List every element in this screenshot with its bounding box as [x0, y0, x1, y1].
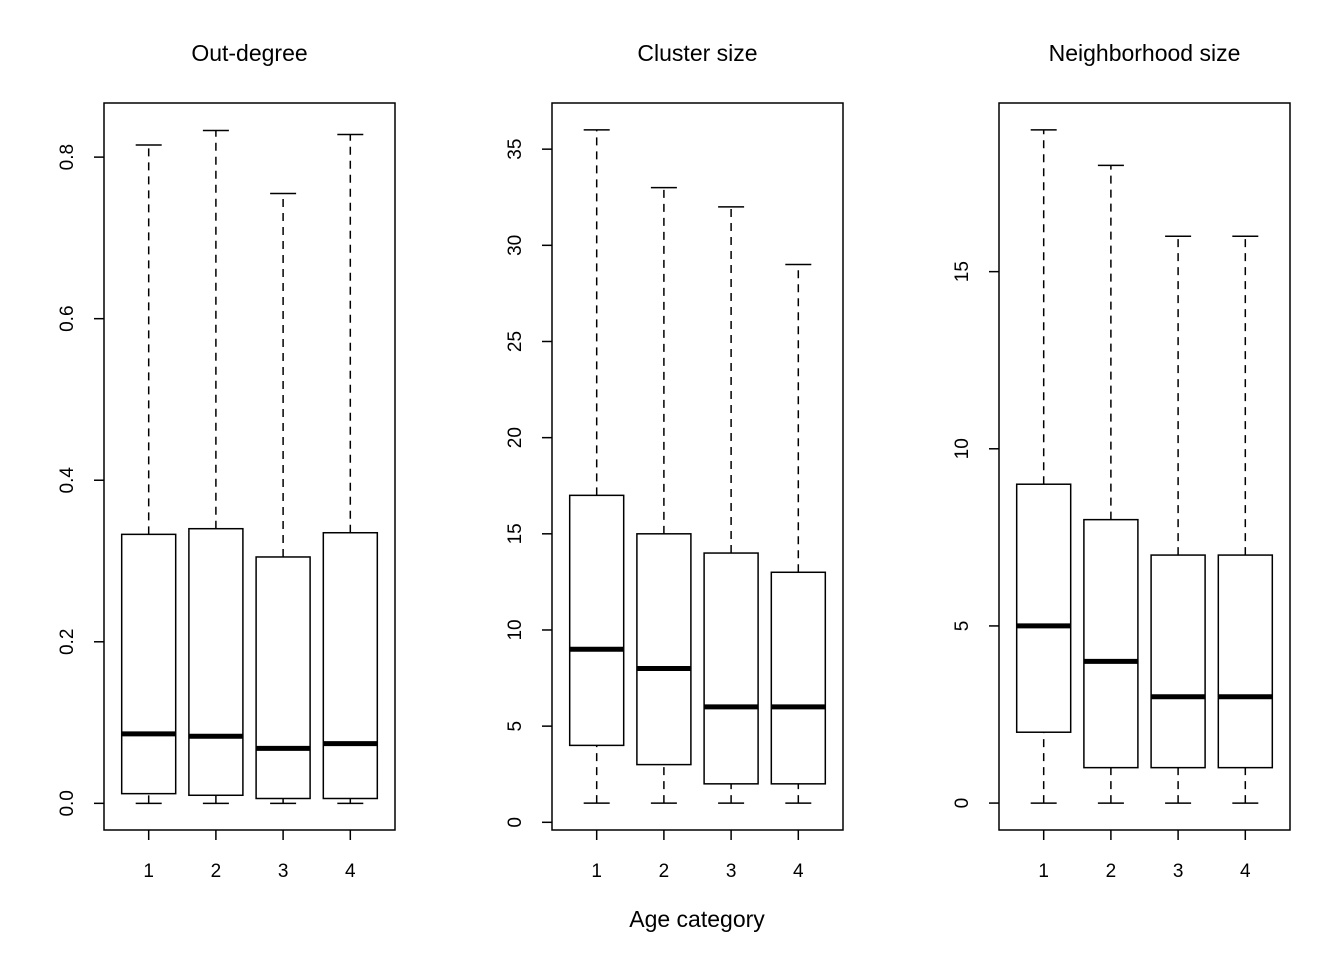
panel-2: Cluster size 0 5 10 15 20 25 30 35 1 2 3 4 [505, 40, 844, 882]
y-tick-label: 5 [505, 721, 526, 732]
y-tick-label: 0.2 [57, 629, 78, 655]
iqr-box [255, 556, 311, 800]
x-tick-label: 3 [1173, 861, 1184, 882]
y-tick-label: 35 [505, 139, 526, 160]
y-tick-label: 20 [505, 427, 526, 448]
box-3 [255, 192, 311, 805]
iqr-box [1150, 554, 1206, 769]
x-tick-label: 1 [591, 861, 602, 882]
y-tick-label: 25 [505, 331, 526, 352]
panel-title: Neighborhood size [1049, 40, 1241, 66]
y-tick-label: 0.8 [57, 144, 78, 170]
box-4 [322, 133, 379, 805]
y-tick-label: 15 [952, 261, 973, 282]
plot-frame [103, 102, 396, 831]
panel-title: Out-degree [191, 40, 307, 66]
iqr-box [1217, 554, 1274, 769]
y-tick-label: 10 [505, 619, 526, 640]
x-tick-label: 4 [793, 861, 804, 882]
y-tick-label: 0 [952, 798, 973, 809]
box-4 [770, 263, 827, 804]
panel-1: Out-degree 0.0 0.2 0.4 0.6 0.8 1 2 3 4 [57, 40, 396, 882]
x-axis-label: Age category [629, 906, 765, 932]
y-tick-label: 30 [505, 235, 526, 256]
box-3 [1150, 235, 1206, 804]
iqr-box [1083, 518, 1139, 769]
iqr-box [703, 552, 759, 785]
panel-3: Neighborhood size 0 5 10 15 1 2 3 4 [952, 40, 1291, 882]
box-2 [188, 129, 244, 805]
x-tick-label: 2 [1106, 861, 1117, 882]
box-2 [1083, 164, 1139, 804]
x-tick-label: 4 [345, 861, 356, 882]
x-tick-label: 1 [143, 861, 154, 882]
iqr-box [120, 533, 177, 795]
y-tick-label: 0.4 [57, 467, 78, 494]
iqr-box [636, 533, 692, 766]
iqr-box [188, 527, 244, 797]
box-4 [1217, 235, 1274, 804]
plot-frame [998, 102, 1291, 831]
iqr-box [1015, 483, 1072, 733]
plot-frame [551, 102, 844, 831]
box-1 [1015, 129, 1072, 804]
x-tick-label: 3 [726, 861, 737, 882]
y-tick-label: 15 [505, 523, 526, 544]
y-tick-label: 0.0 [57, 790, 78, 816]
iqr-box [322, 531, 379, 800]
x-tick-label: 4 [1240, 861, 1251, 882]
box-2 [636, 186, 692, 804]
iqr-box [568, 494, 625, 747]
y-tick-label: 0.6 [57, 305, 78, 331]
y-tick-label: 0 [505, 817, 526, 828]
box-1 [568, 129, 625, 804]
x-tick-label: 2 [659, 861, 670, 882]
x-tick-label: 2 [211, 861, 222, 882]
y-tick-label: 5 [952, 621, 973, 632]
y-tick-label: 10 [952, 438, 973, 459]
box-3 [703, 206, 759, 804]
box-1 [120, 144, 177, 805]
x-tick-label: 3 [278, 861, 289, 882]
panel-title: Cluster size [637, 40, 757, 66]
iqr-box [770, 571, 827, 785]
x-tick-label: 1 [1038, 861, 1049, 882]
